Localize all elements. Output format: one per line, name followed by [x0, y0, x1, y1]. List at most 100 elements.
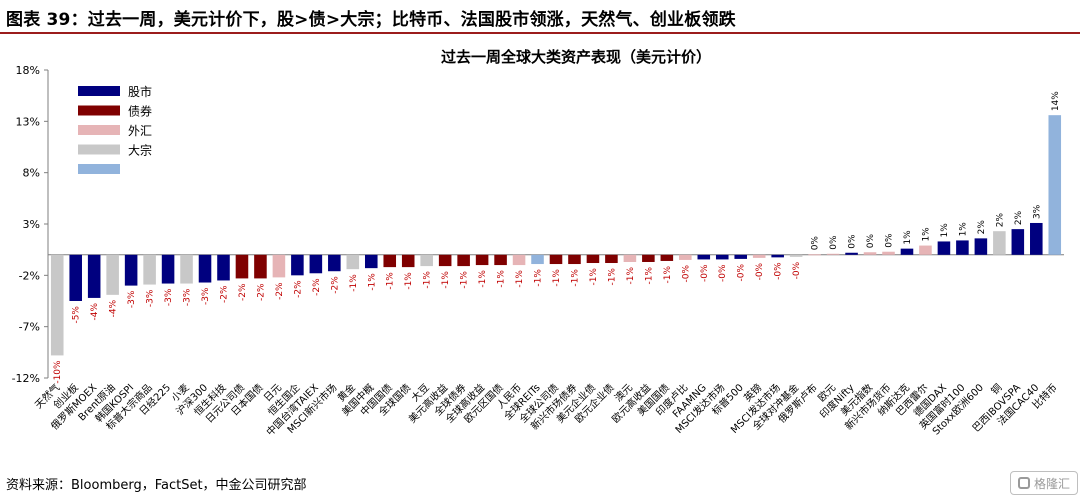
data-label: -1% — [441, 271, 451, 289]
data-label: -1% — [626, 267, 636, 285]
bar — [161, 254, 175, 284]
bar — [715, 254, 729, 260]
bar — [586, 254, 600, 264]
data-label: -1% — [497, 270, 507, 288]
bar — [87, 254, 101, 298]
bar — [660, 254, 674, 261]
bar — [863, 252, 877, 255]
data-label: -3% — [164, 288, 174, 306]
legend-label: 债券 — [128, 104, 152, 119]
bar — [235, 254, 249, 279]
bar — [328, 254, 341, 272]
data-label: -1% — [534, 269, 544, 287]
bar — [420, 254, 433, 267]
data-label: 14% — [1051, 91, 1061, 111]
bar — [438, 254, 452, 267]
bar — [568, 254, 581, 265]
bar — [531, 254, 544, 265]
bar — [254, 254, 267, 279]
legend-swatch — [78, 144, 120, 155]
data-label: -4% — [109, 299, 119, 317]
data-label: 1% — [921, 227, 931, 242]
watermark: 格隆汇 — [1010, 471, 1078, 495]
data-label: -0% — [755, 262, 765, 280]
bar — [50, 254, 64, 356]
bar — [808, 254, 821, 256]
data-label: 1% — [903, 230, 913, 245]
bar — [642, 254, 655, 262]
data-label: -1% — [349, 274, 359, 292]
watermark-text: 格隆汇 — [1033, 476, 1070, 491]
data-label: -1% — [589, 268, 599, 286]
bar — [956, 240, 969, 255]
bar — [364, 254, 378, 269]
bar — [180, 254, 193, 284]
data-label: 1% — [940, 223, 950, 238]
data-label: -2% — [330, 276, 340, 294]
data-label: -0% — [718, 264, 728, 282]
bar — [198, 254, 212, 283]
bar — [291, 254, 304, 276]
page-title: 图表 39：过去一周，美元计价下，股>债>大宗；比特币、法国股市领涨，天然气、创… — [6, 10, 736, 30]
bar — [697, 254, 711, 260]
data-label: -2% — [256, 283, 266, 301]
bar — [845, 252, 858, 255]
data-label: 2% — [1014, 210, 1024, 225]
bar — [494, 254, 507, 266]
bar — [900, 248, 914, 255]
legend-label: 外汇 — [128, 124, 152, 138]
data-label: -0% — [792, 261, 802, 279]
bar — [549, 254, 563, 265]
bar — [623, 254, 637, 262]
data-label: -1% — [404, 272, 414, 290]
y-tick-label: -7% — [19, 321, 40, 334]
data-label: -1% — [515, 270, 525, 288]
data-label: 2% — [977, 220, 987, 235]
bar — [993, 231, 1006, 255]
bar — [789, 254, 803, 257]
bar — [734, 254, 748, 259]
header-divider — [0, 32, 1080, 34]
bar — [1030, 222, 1043, 255]
watermark-logo-icon — [1017, 477, 1030, 489]
bar — [309, 254, 323, 274]
bar — [346, 254, 360, 270]
data-label: -1% — [478, 270, 488, 288]
page-header: 图表 39：过去一周，美元计价下，股>债>大宗；比特币、法国股市领涨，天然气、创… — [0, 0, 1080, 34]
bar — [1011, 229, 1025, 255]
data-label: -1% — [386, 272, 396, 290]
bar — [475, 254, 489, 266]
bar — [457, 254, 470, 267]
y-tick-label: -12% — [12, 372, 40, 385]
bar — [919, 245, 932, 255]
data-label: -3% — [201, 287, 211, 305]
y-tick-label: 18% — [16, 64, 40, 77]
data-label: -2% — [238, 283, 248, 301]
data-label: 2% — [995, 212, 1005, 227]
bar — [401, 254, 415, 268]
bar — [771, 254, 784, 258]
data-label: -1% — [552, 269, 562, 287]
chart-title: 过去一周全球大类资产表现（美元计价） — [441, 48, 711, 66]
source-note: 资料来源：Bloomberg，FactSet，中金公司研究部 — [6, 478, 307, 493]
data-label: -10% — [53, 360, 63, 384]
data-label: 1% — [958, 222, 968, 237]
data-label: -2% — [312, 278, 322, 296]
legend-swatch — [78, 86, 120, 96]
bar — [69, 254, 82, 301]
data-label: 3% — [1032, 204, 1042, 219]
data-label: 0% — [811, 236, 821, 251]
legend-swatch — [78, 164, 120, 174]
data-label: -5% — [72, 306, 82, 324]
data-label: -3% — [183, 288, 193, 306]
data-label: 0% — [885, 233, 895, 248]
bar — [124, 254, 138, 286]
bar — [106, 254, 119, 295]
legend-swatch — [78, 105, 120, 116]
data-label: -0% — [681, 264, 691, 282]
y-tick-label: 8% — [23, 167, 40, 180]
data-label: -1% — [663, 266, 673, 284]
bar — [512, 254, 526, 266]
data-label: -1% — [460, 271, 470, 289]
legend-swatch — [78, 125, 120, 135]
